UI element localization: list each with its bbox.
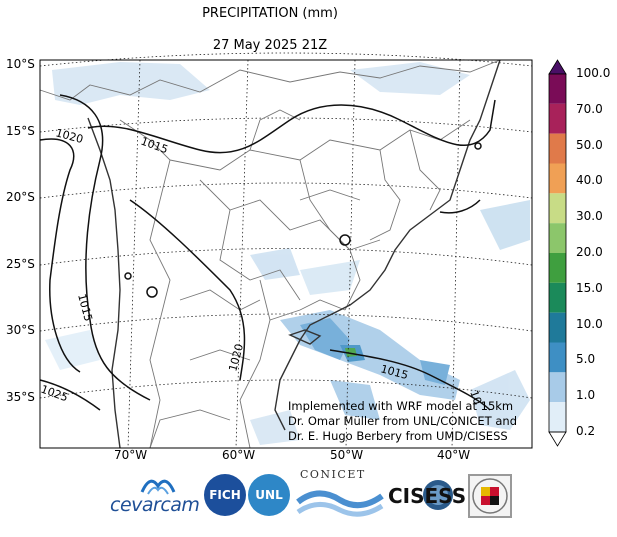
colorbar-tick-label: 20.0 — [576, 245, 603, 259]
colorbar-segment — [549, 402, 566, 432]
lon-label: 70°W — [114, 448, 148, 462]
lat-label: 20°S — [6, 190, 35, 204]
colorbar-segment — [549, 342, 566, 373]
cevarcam-wordmark: cevarcam — [110, 494, 200, 516]
umd-seal-logo — [468, 474, 512, 518]
lon-label: 50°W — [330, 448, 364, 462]
colorbar-segment — [549, 163, 566, 194]
lat-label: 25°S — [6, 257, 35, 271]
colorbar-tick-label: 70.0 — [576, 101, 603, 116]
colorbar-extend-top — [548, 59, 567, 75]
colorbar-segment — [549, 253, 566, 283]
colorbar-segment — [549, 282, 566, 313]
colorbar-tick-label: 0.2 — [576, 424, 596, 438]
cevarcam-logo: cevarcam — [110, 472, 200, 522]
colorbar-tick-label: 50.0 — [576, 137, 603, 152]
map-frame — [39, 59, 533, 449]
colorbar-tick-label: 100.0 — [576, 66, 611, 80]
unl-logo: UNL — [248, 474, 290, 516]
precip-areas — [45, 62, 530, 445]
coastline — [87, 59, 501, 449]
colorbar-tick-label: 15.0 — [576, 280, 603, 295]
colorbar-tick-label: 10.0 — [576, 316, 603, 331]
colorbar-outline — [548, 73, 567, 433]
colorbar-segment — [549, 103, 566, 134]
isobars — [39, 94, 496, 411]
map-subtitle: 27 May 2025 21Z — [212, 38, 328, 53]
colorbar — [548, 59, 567, 447]
note-line: Dr. E. Hugo Berbery from UMD/CISESS — [288, 429, 508, 443]
colorbar-tick-label: 1.0 — [576, 388, 596, 403]
model-credit-note: Implemented with WRF model at 15km Dr. O… — [288, 399, 517, 444]
colorbar-tick-label: 5.0 — [576, 352, 596, 367]
isobar-label: 10 — [467, 389, 484, 407]
lat-label: 10°S — [6, 57, 35, 71]
cisess-logo: CISESS — [378, 478, 466, 512]
cisess-globe-icon — [423, 480, 453, 510]
lat-label: 35°S — [6, 390, 35, 404]
colorbar-segment — [549, 223, 566, 253]
umd-seal-icon — [472, 478, 508, 514]
colorbar-segment — [549, 74, 566, 104]
map-title: PRECIPITATION (mm) — [202, 6, 338, 21]
note-line: Implemented with WRF model at 15km — [288, 399, 514, 413]
lon-label: 40°W — [437, 448, 471, 462]
conicet-logo: CONICET — [296, 468, 386, 522]
conicet-wave-icon — [296, 490, 384, 517]
fich-logo: FICH — [204, 474, 246, 516]
lat-label: 30°S — [6, 323, 35, 337]
borders — [39, 59, 501, 449]
cisess-wordmark: CISESS — [388, 484, 467, 508]
colorbar-segment — [549, 372, 566, 403]
colorbar-segment — [549, 133, 566, 164]
lon-label: 60°W — [222, 448, 256, 462]
note-line: Dr. Omar Müller from UNL/CONICET and — [288, 414, 517, 428]
conicet-wordmark: CONICET — [300, 468, 366, 481]
colorbar-segment — [549, 312, 566, 343]
colorbar-tick-label: 40.0 — [576, 173, 603, 188]
colorbar-tick-label: 30.0 — [576, 209, 603, 224]
lat-label: 15°S — [6, 124, 35, 138]
colorbar-extend-bottom — [548, 431, 567, 447]
cevarcam-icon — [140, 479, 176, 495]
colorbar-segment — [549, 193, 566, 224]
